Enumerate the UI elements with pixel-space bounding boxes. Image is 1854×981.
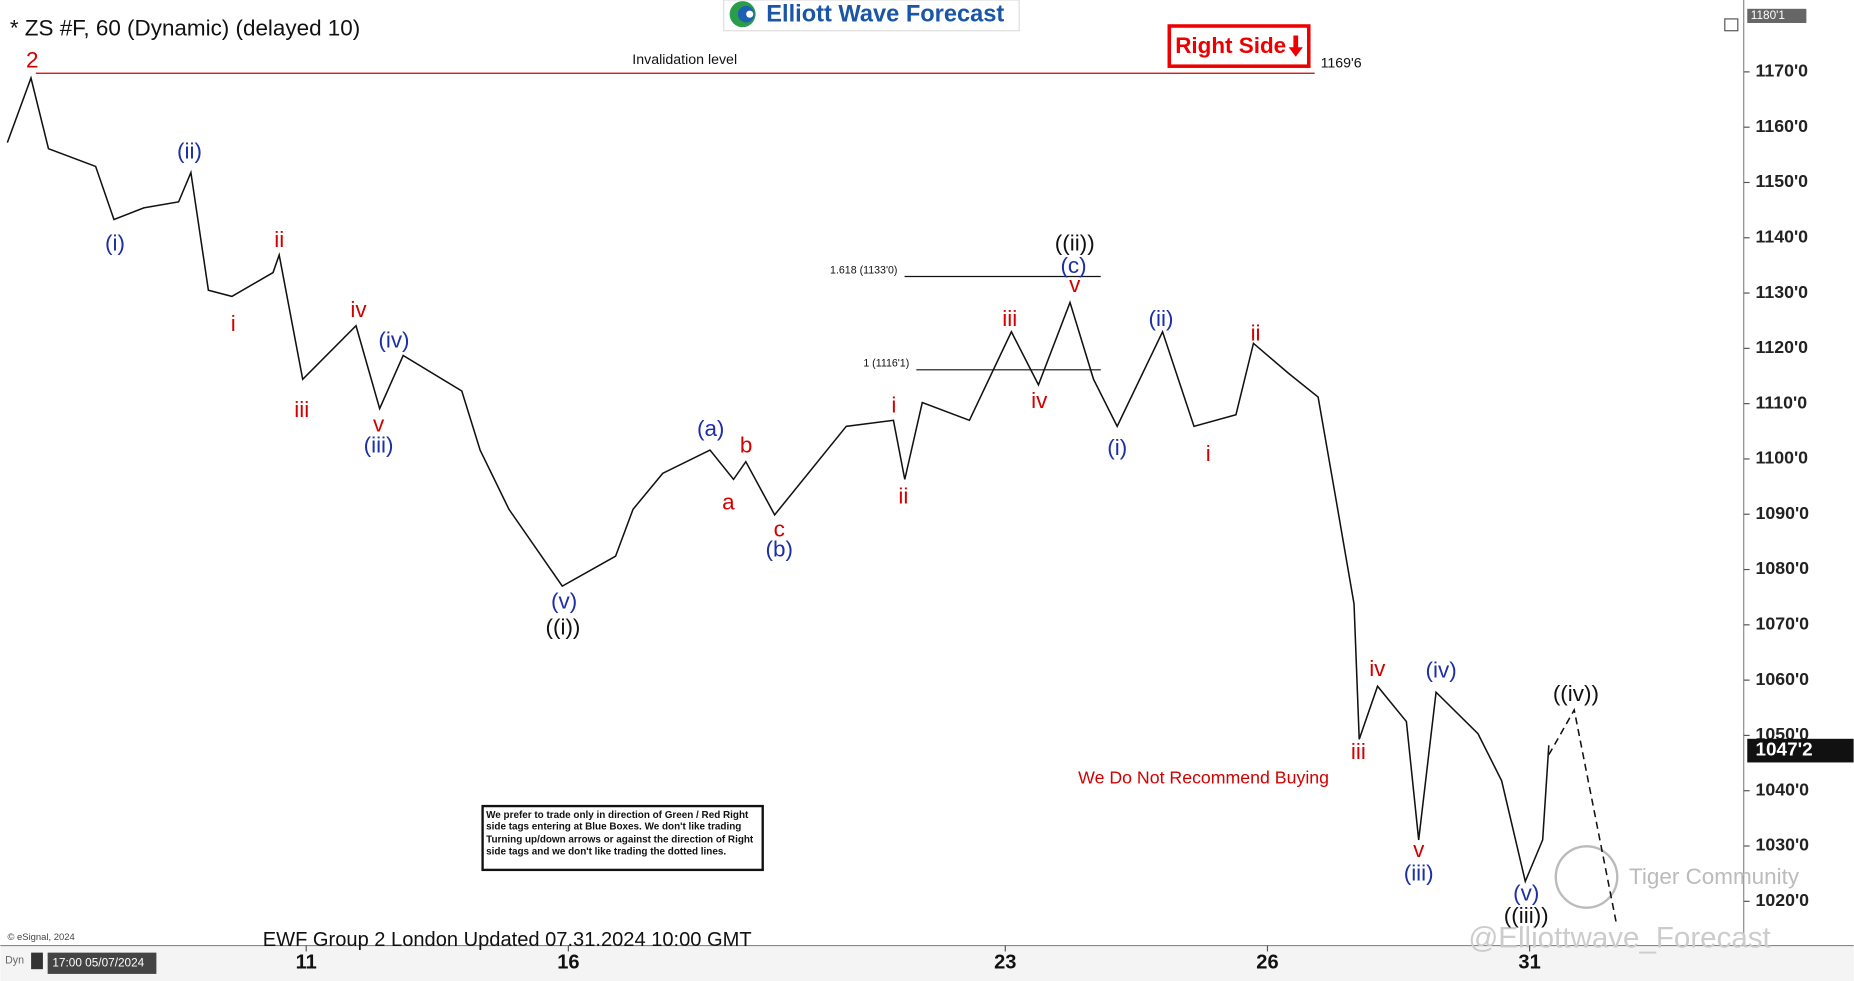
last-price-box — [1747, 738, 1854, 763]
wave-label: (iv) — [1426, 657, 1457, 682]
wave-label: iv — [1031, 388, 1048, 413]
wave-label: ((i)) — [546, 615, 581, 640]
wave-label: (i) — [1107, 435, 1127, 460]
x-tick-label: 11 — [296, 952, 317, 974]
wave-label: v — [373, 411, 385, 436]
wave-label: (v) — [551, 589, 577, 614]
time-axis-bg — [0, 945, 1854, 981]
wave-label: ((iii)) — [1504, 903, 1549, 928]
y-tick-label: 1160'0 — [1756, 116, 1809, 136]
wave-label: i — [891, 393, 896, 418]
wave-label: ii — [898, 484, 908, 509]
disclaimer-box — [481, 804, 764, 872]
mode-icon — [31, 952, 43, 970]
tag-arrow — [1288, 35, 1303, 57]
top-price-label: 1180'1 — [1751, 8, 1785, 22]
y-tick-label: 1140'0 — [1756, 226, 1809, 246]
copyright: © eSignal, 2024 — [7, 932, 74, 943]
tag-text: Right Side — [1175, 33, 1286, 58]
logo-text: Elliott Wave Forecast — [766, 2, 1004, 28]
wave-label: (v) — [1513, 881, 1539, 906]
note: We Do Not Recommend Buying — [1078, 768, 1329, 788]
tag-box — [1167, 24, 1311, 68]
y-tick-label: 1090'0 — [1756, 503, 1810, 523]
timestamp-box — [47, 952, 157, 974]
wave-label: (c) — [1060, 253, 1086, 278]
wave-label: a — [722, 489, 735, 514]
wave-label: (ii) — [1149, 306, 1174, 331]
y-tick-label: 1150'0 — [1756, 171, 1809, 191]
wave-label: 2 — [26, 47, 38, 72]
y-tick-label: 1020'0 — [1756, 890, 1810, 910]
x-tick-label: 31 — [1518, 952, 1540, 974]
disclaimer-text: We prefer to trade only in direction of … — [486, 808, 754, 858]
footer: EWF Group 2 London Updated 07.31.2024 10… — [263, 929, 752, 951]
x-tick-label: 16 — [557, 952, 579, 974]
top-price-box — [1747, 8, 1807, 23]
wave-label: (b) — [766, 537, 793, 562]
y-tick-label: 1100'0 — [1756, 448, 1809, 468]
disclaimer: We prefer to trade only in direction of … — [486, 808, 754, 858]
wave-label: iii — [294, 397, 309, 422]
y-tick-label: 1080'0 — [1756, 558, 1810, 578]
wave-label: ((ii)) — [1055, 231, 1095, 256]
wave-label: (ii) — [177, 138, 202, 163]
watermark-icon — [1554, 845, 1619, 909]
price-line — [6, 75, 1550, 884]
logo-box — [723, 0, 1020, 32]
wave-label: (iv) — [378, 328, 409, 353]
logo-icon — [746, 10, 754, 18]
timestamp: 17:00 05/07/2024 — [52, 955, 144, 969]
watermark: @Elliottwave_Forecast — [1468, 921, 1770, 954]
y-tick-label: 1070'0 — [1756, 614, 1810, 634]
watermark: Tiger Community — [1629, 864, 1800, 889]
y-tick-label: 1170'0 — [1756, 61, 1809, 81]
wave-label: iii — [1351, 739, 1366, 764]
y-tick-label: 1060'0 — [1756, 669, 1810, 689]
invalidation-text: Invalidation level — [632, 52, 737, 68]
wave-label: b — [740, 433, 752, 458]
wave-label: ii — [1251, 320, 1261, 345]
wave-label: i — [231, 311, 236, 336]
wave-label: (iii) — [364, 433, 394, 458]
mode: Dyn — [5, 955, 24, 967]
x-tick-label: 26 — [1256, 952, 1278, 974]
wave-label: c — [774, 517, 785, 542]
y-tick-label: 1130'0 — [1756, 282, 1809, 302]
y-tick-label: 1030'0 — [1756, 835, 1810, 855]
wave-label: ((iv)) — [1553, 681, 1599, 706]
wave-label: iv — [1369, 656, 1386, 681]
fib-label: 1.618 (1133'0) — [830, 264, 897, 276]
wave-label: (i) — [105, 231, 125, 256]
wave-label: iv — [350, 297, 367, 322]
wave-label: (iii) — [1404, 861, 1434, 886]
chart-title: * ZS #F, 60 (Dynamic) (delayed 10) — [10, 15, 360, 40]
wave-label: i — [1206, 441, 1211, 466]
last-price-label: 1047'2 — [1756, 740, 1813, 761]
wave-label: (a) — [697, 416, 724, 441]
wave-label: v — [1413, 837, 1425, 862]
y-tick-label: 1040'0 — [1756, 779, 1810, 799]
wave-label: v — [1069, 272, 1081, 297]
x-tick-label: 23 — [994, 952, 1016, 974]
wave-label: ii — [274, 227, 284, 252]
window-icon — [1724, 18, 1739, 32]
y-tick-label: 1120'0 — [1756, 337, 1809, 357]
wave-label: iii — [1002, 306, 1017, 331]
invalidation-label: 1169'6 — [1321, 56, 1362, 72]
projection-line — [1548, 707, 1617, 923]
fib-label: 1 (1116'1) — [863, 358, 909, 370]
y-tick-label: 1110'0 — [1756, 392, 1808, 412]
